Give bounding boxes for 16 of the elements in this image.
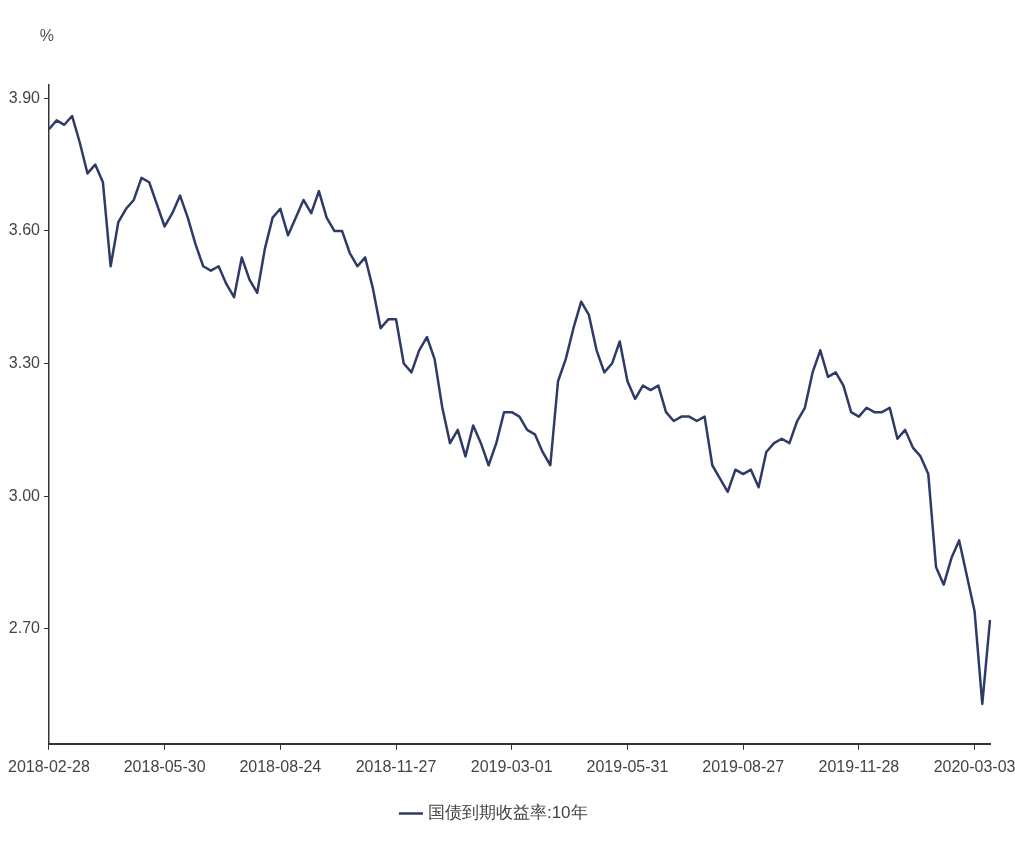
x-tick-label: 2018-11-27 [355, 757, 437, 775]
legend-label: 国债到期收益率:10年 [427, 803, 588, 823]
y-tick-label: 2.70 [8, 619, 41, 637]
x-tick-label: 2020-03-03 [933, 757, 1015, 775]
x-tick-label: 2019-11-28 [818, 757, 900, 775]
y-tick-label: 3.90 [8, 88, 41, 106]
y-tick-label: 3.00 [8, 486, 41, 504]
y-tick-label: 3.60 [8, 221, 41, 239]
x-tick-label: 2018-02-28 [8, 757, 90, 775]
y-axis-title: % [39, 27, 55, 45]
x-tick-label: 2018-05-30 [123, 757, 206, 775]
x-tick-label: 2019-03-01 [470, 757, 553, 775]
x-tick-label: 2019-08-27 [702, 757, 785, 775]
x-tick-label: 2018-08-24 [239, 757, 322, 775]
y-tick-label: 3.30 [8, 353, 41, 371]
x-tick-label: 2019-05-31 [586, 757, 669, 775]
